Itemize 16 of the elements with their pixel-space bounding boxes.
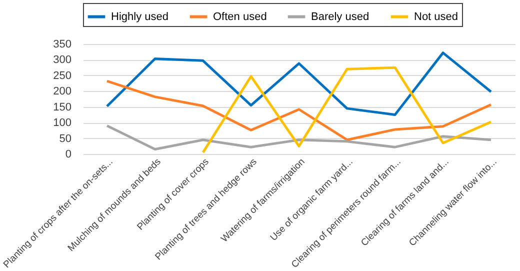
y-tick-label: 250 <box>53 70 72 82</box>
y-tick-label: 200 <box>53 86 72 98</box>
line-series <box>106 52 492 116</box>
y-tick-label: 100 <box>53 117 72 130</box>
line-series <box>106 80 492 142</box>
y-tick-label: 350 <box>53 38 72 50</box>
legend-label: Highly used <box>111 10 168 23</box>
legend-label: Often used <box>213 10 267 23</box>
legend-label: Not used <box>414 10 458 23</box>
y-tick-label: 150 <box>53 101 72 114</box>
y-tick-label: 50 <box>59 132 72 145</box>
line-series <box>202 66 492 154</box>
y-tick-label: 0 <box>65 148 72 160</box>
legend-label: Barely used <box>311 10 370 23</box>
line-series <box>106 124 492 151</box>
y-tick-label: 300 <box>53 54 72 66</box>
